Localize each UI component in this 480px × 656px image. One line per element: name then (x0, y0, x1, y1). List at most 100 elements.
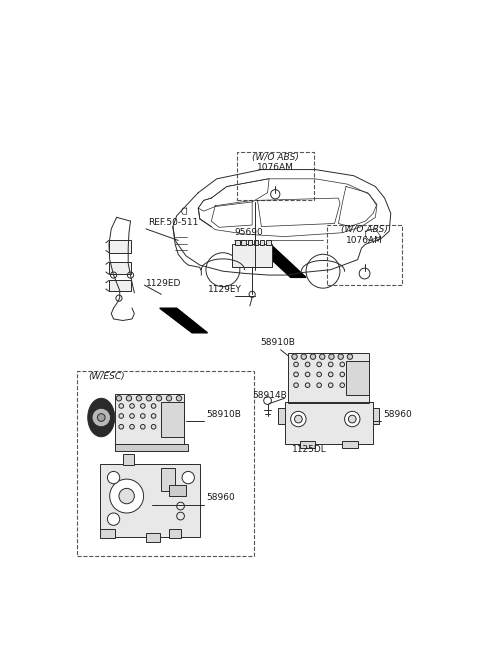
Circle shape (340, 383, 345, 388)
Circle shape (176, 396, 182, 401)
Circle shape (182, 472, 194, 483)
Circle shape (156, 396, 162, 401)
Circle shape (151, 403, 156, 408)
Bar (161, 402, 184, 437)
Text: (W/O ABS): (W/O ABS) (252, 153, 299, 162)
Bar (373, 408, 379, 424)
Circle shape (345, 411, 360, 427)
Circle shape (329, 354, 334, 359)
Circle shape (146, 396, 152, 401)
Bar (346, 361, 369, 395)
Circle shape (130, 403, 134, 408)
Circle shape (163, 424, 168, 429)
Circle shape (119, 403, 123, 408)
Circle shape (130, 424, 134, 429)
Circle shape (351, 362, 356, 367)
Circle shape (328, 362, 333, 367)
Circle shape (116, 396, 121, 401)
Circle shape (328, 372, 333, 377)
Text: 95690: 95690 (234, 228, 263, 237)
Text: 58914B: 58914B (252, 391, 287, 400)
Bar (248, 239, 252, 245)
Circle shape (108, 472, 120, 483)
Bar (161, 468, 175, 491)
Bar (327, 225, 402, 285)
Circle shape (301, 354, 306, 359)
Bar (146, 533, 160, 543)
Circle shape (305, 362, 310, 367)
Circle shape (141, 424, 145, 429)
Circle shape (108, 513, 120, 525)
Circle shape (320, 354, 325, 359)
Circle shape (163, 403, 168, 408)
Bar (241, 239, 246, 245)
Circle shape (92, 408, 110, 427)
Text: 1129EY: 1129EY (207, 285, 241, 293)
Bar (342, 441, 358, 448)
Polygon shape (160, 308, 207, 333)
Circle shape (163, 414, 168, 419)
Circle shape (130, 414, 134, 419)
Circle shape (291, 411, 306, 427)
Circle shape (347, 354, 353, 359)
Bar (123, 455, 134, 465)
Text: REF.50-511: REF.50-511 (148, 218, 199, 226)
Circle shape (119, 414, 123, 419)
Bar (169, 529, 180, 539)
Bar (100, 464, 200, 537)
Bar (278, 408, 285, 424)
Bar (235, 239, 240, 245)
Text: 58960: 58960 (206, 493, 235, 502)
Circle shape (141, 414, 145, 419)
Bar (237, 152, 314, 199)
Circle shape (317, 383, 322, 388)
Text: (W/O ABS): (W/O ABS) (341, 225, 388, 234)
Circle shape (351, 383, 356, 388)
Circle shape (151, 414, 156, 419)
Circle shape (174, 403, 179, 408)
Circle shape (351, 372, 356, 377)
Bar (115, 394, 184, 445)
Circle shape (338, 354, 343, 359)
Bar (109, 262, 131, 274)
Circle shape (126, 396, 132, 401)
Circle shape (294, 372, 299, 377)
Circle shape (348, 415, 356, 423)
Bar (169, 485, 186, 496)
Text: 1129ED: 1129ED (146, 279, 181, 288)
Circle shape (317, 362, 322, 367)
Circle shape (340, 372, 345, 377)
Bar (109, 240, 131, 253)
Bar (77, 371, 254, 556)
Circle shape (166, 396, 172, 401)
Bar (300, 441, 315, 448)
Circle shape (328, 383, 333, 388)
Circle shape (310, 354, 316, 359)
Circle shape (317, 372, 322, 377)
Circle shape (97, 414, 105, 421)
Polygon shape (258, 247, 306, 277)
Text: 1076AM: 1076AM (346, 236, 383, 245)
Circle shape (305, 372, 310, 377)
Circle shape (136, 396, 142, 401)
Bar (288, 353, 369, 403)
Text: 58960: 58960 (383, 410, 412, 419)
Circle shape (294, 362, 299, 367)
Text: 1076AM: 1076AM (257, 163, 294, 172)
Bar (100, 529, 115, 539)
Bar (109, 281, 131, 291)
Bar (285, 402, 373, 445)
Circle shape (119, 488, 134, 504)
Text: 58910B: 58910B (206, 410, 241, 419)
Circle shape (295, 415, 302, 423)
Text: 58910B: 58910B (260, 338, 295, 346)
Circle shape (340, 362, 345, 367)
Circle shape (294, 383, 299, 388)
Bar (232, 244, 272, 268)
Bar (266, 239, 271, 245)
Bar (254, 239, 258, 245)
Text: (W/ESC): (W/ESC) (88, 371, 125, 380)
Circle shape (151, 424, 156, 429)
Circle shape (292, 354, 297, 359)
Text: 1125DL: 1125DL (292, 445, 327, 455)
